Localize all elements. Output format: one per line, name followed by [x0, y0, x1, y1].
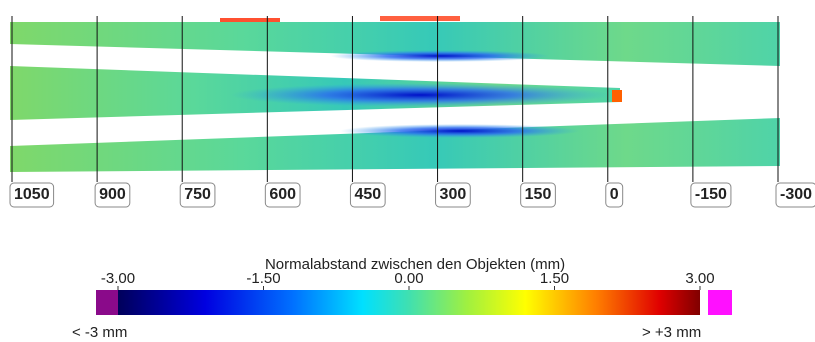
scale-label: 150: [525, 186, 552, 203]
visualization: 1050 900 750 600 450 300 150 0 -150 -300 Normalab…: [0, 0, 815, 342]
legend-tick-label: -3.00: [101, 270, 135, 287]
legend-tick-label: 0.00: [394, 270, 423, 287]
scale-label: 900: [99, 186, 126, 203]
scale-label: 450: [354, 186, 381, 203]
scale-label: -150: [695, 186, 727, 203]
color-bar: [118, 290, 700, 315]
legend-tick-label: -1.50: [246, 270, 280, 287]
scale-label: 750: [184, 186, 211, 203]
color-legend: Normalabstand zwischen den Objekten (mm)…: [72, 256, 732, 341]
above-range-label: > +3 mm: [642, 324, 701, 341]
above-range-swatch: [708, 290, 732, 315]
legend-tick-label: 3.00: [685, 270, 714, 287]
scale-label: 1050: [14, 186, 50, 203]
scale-label: 600: [269, 186, 296, 203]
below-range-label: < -3 mm: [72, 324, 127, 341]
below-range-swatch: [96, 290, 118, 315]
scale-label: 0: [610, 186, 619, 203]
page: 1050 900 750 600 450 300 150 0 -150 -300 Normalab…: [0, 0, 815, 342]
legend-tick-label: 1.50: [540, 270, 569, 287]
scale-label: -300: [780, 186, 812, 203]
scale-label: 300: [440, 186, 467, 203]
deviation-map: [10, 16, 780, 172]
